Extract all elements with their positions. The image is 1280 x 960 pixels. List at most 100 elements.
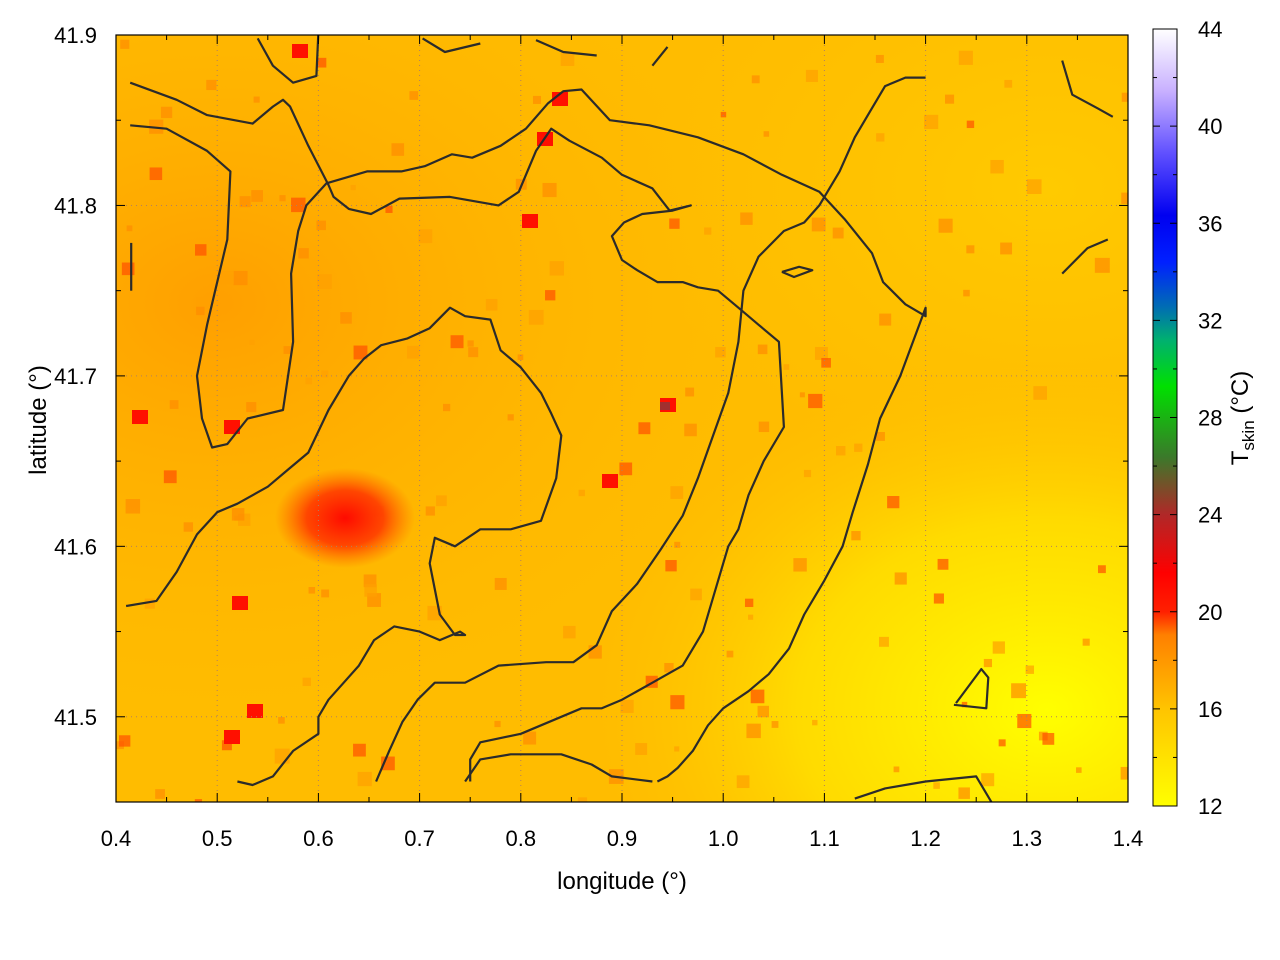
contour-line	[651, 46, 669, 67]
heat-cell	[385, 205, 393, 213]
heat-cell	[966, 245, 975, 254]
colorbar-tick-label: 36	[1198, 211, 1222, 236]
heat-cell	[220, 271, 234, 285]
axis-ticks	[115, 34, 1129, 802]
heat-cell	[664, 663, 674, 673]
heat-cell	[835, 446, 846, 456]
heat-cell	[316, 220, 326, 231]
contour-line	[781, 265, 814, 279]
heat-cell	[418, 229, 433, 244]
heat-cell	[283, 346, 292, 354]
heat-cell	[350, 184, 356, 191]
heat-cell	[391, 143, 405, 156]
heat-cell	[552, 92, 568, 106]
x-tick-label: 0.7	[404, 826, 435, 851]
heat-cell	[532, 95, 542, 104]
heat-cell	[620, 699, 634, 713]
heat-cell	[522, 214, 538, 228]
heat-cell	[933, 782, 940, 789]
heat-cell	[670, 695, 685, 710]
heat-cell	[876, 133, 885, 142]
heat-cell	[249, 339, 255, 345]
heat-cell	[812, 719, 818, 726]
colorbar-title: Tskin (°C)	[1227, 371, 1258, 466]
heat-cell	[602, 474, 618, 488]
contour-line	[125, 306, 563, 787]
heat-cell	[1025, 665, 1035, 674]
heat-cell	[808, 393, 823, 409]
heat-cell	[875, 54, 884, 63]
heat-cell	[1011, 683, 1026, 699]
contour-line	[953, 667, 990, 710]
heat-cell	[406, 345, 420, 359]
heat-cell	[854, 443, 863, 452]
y-tick-label: 41.9	[54, 23, 97, 48]
x-tick-label: 1.0	[708, 826, 739, 851]
heat-cell	[340, 312, 352, 324]
heat-cell	[549, 261, 564, 276]
heat-cell	[149, 167, 163, 181]
heat-cell	[119, 735, 131, 747]
heat-cell	[517, 354, 524, 361]
x-tick-label: 0.8	[506, 826, 537, 851]
heat-cell	[125, 499, 141, 514]
heat-cell	[126, 225, 133, 232]
heat-cell	[933, 593, 944, 604]
heat-cell	[195, 244, 207, 256]
heatmap-field	[116, 35, 1128, 802]
heat-cell	[317, 274, 332, 289]
heat-cell	[771, 721, 779, 728]
heat-cell	[1094, 257, 1110, 273]
heat-cell	[1004, 79, 1013, 88]
colorbar-tick-label: 32	[1198, 308, 1222, 333]
heat-cell	[321, 370, 329, 378]
heat-cell	[726, 650, 734, 658]
heat-cell	[507, 414, 514, 421]
heat-cell	[321, 589, 330, 598]
heat-cell	[364, 584, 377, 597]
heat-cell	[981, 773, 995, 787]
heat-cell	[194, 799, 203, 802]
heat-cell	[744, 598, 754, 608]
heat-cell	[635, 743, 648, 755]
heat-cell	[945, 94, 955, 104]
heat-cell	[757, 705, 770, 718]
heat-cell	[450, 335, 464, 349]
heat-cell	[1000, 242, 1013, 255]
heat-cell	[494, 577, 507, 590]
heat-cell	[353, 743, 366, 757]
heat-cell	[425, 506, 435, 516]
grid-lines	[116, 35, 1128, 802]
y-axis-tick-labels: 41.5 41.6 41.7 41.8 41.9	[54, 23, 97, 730]
heat-cell	[669, 218, 680, 229]
x-tick-label: 1.4	[1113, 826, 1144, 851]
heat-cell	[1121, 92, 1128, 102]
heat-cell	[740, 212, 753, 225]
heat-cell	[233, 270, 248, 286]
colorbar-title-sub: skin	[1239, 420, 1258, 450]
heat-cell	[799, 392, 805, 398]
heat-cell	[958, 50, 973, 65]
colorbar-ticks: 12 16 20 24 28 32 36 40 44	[1153, 17, 1222, 819]
contour-line	[130, 88, 927, 783]
contour-line	[375, 76, 926, 782]
heat-cell	[577, 797, 588, 802]
heat-cell	[528, 309, 544, 325]
heat-cell	[990, 159, 1004, 174]
heat-cell	[814, 346, 828, 360]
heat-cell	[998, 739, 1006, 747]
heat-cell	[811, 217, 826, 232]
heat-cell	[983, 658, 993, 668]
x-tick-label: 0.6	[303, 826, 334, 851]
x-tick-label: 0.9	[607, 826, 638, 851]
heat-cell	[231, 508, 245, 521]
heat-cell	[879, 636, 889, 647]
heat-cell	[246, 402, 257, 413]
contour-line	[422, 37, 481, 54]
heat-cell	[305, 377, 313, 385]
colorbar-tick-label: 40	[1198, 114, 1222, 139]
y-tick-label: 41.8	[54, 193, 97, 218]
heat-cell	[291, 197, 306, 213]
heat-cell	[937, 558, 949, 570]
